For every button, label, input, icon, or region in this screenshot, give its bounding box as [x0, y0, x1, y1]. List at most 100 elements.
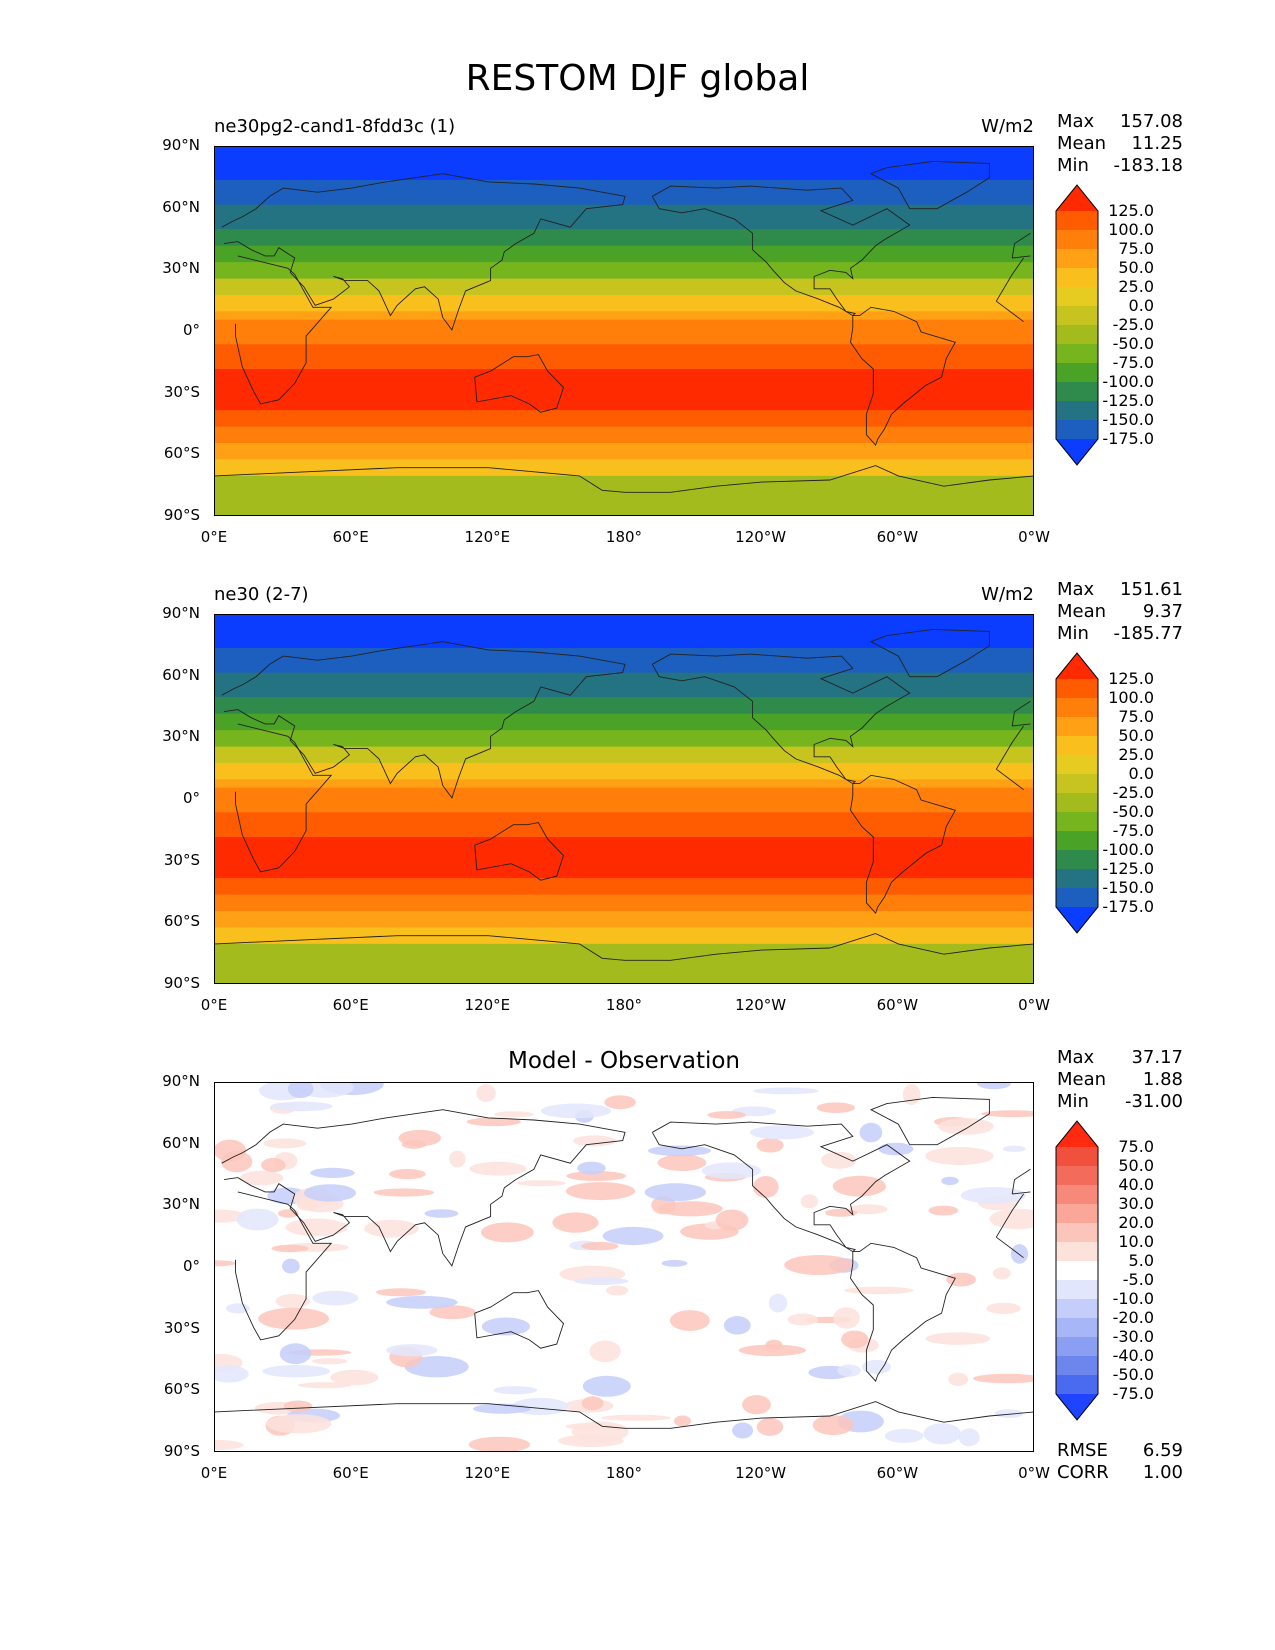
- colorbar-segment: [1056, 1375, 1098, 1395]
- lat-band: [215, 689, 1033, 698]
- colorbar-segment: [1056, 793, 1098, 813]
- positive-anomaly: [285, 1218, 348, 1237]
- lat-band: [215, 647, 1033, 657]
- panel-title: ne30 (2-7): [214, 584, 309, 605]
- y-tick-label: 30°N: [162, 1195, 200, 1214]
- negative-anomaly: [923, 1423, 961, 1445]
- positive-anomaly: [311, 1358, 348, 1365]
- positive-anomaly: [986, 1302, 1021, 1315]
- negative-anomaly: [749, 1125, 814, 1140]
- colorbar-tick-label: 0.0: [1128, 764, 1154, 783]
- colorbar-tick-label: 25.0: [1118, 277, 1154, 296]
- colorbar-tick-label: -50.0: [1112, 802, 1154, 821]
- positive-anomaly: [375, 1288, 426, 1297]
- colorbar-segment: [1056, 420, 1098, 440]
- negative-anomaly: [960, 1187, 1027, 1204]
- map-background: [215, 1083, 1033, 1451]
- colorbar-tick-label: -175.0: [1102, 897, 1154, 916]
- colorbar-segment: [1056, 869, 1098, 889]
- lat-band: [215, 935, 1033, 945]
- positive-anomaly: [261, 1158, 286, 1173]
- x-tick-label: 60°W: [876, 996, 919, 1014]
- max-label: Max: [1057, 1047, 1095, 1068]
- negative-anomaly: [481, 1317, 530, 1336]
- positive-anomaly: [715, 1209, 749, 1231]
- x-tick-label: 0°W: [1018, 1464, 1050, 1482]
- colorbar-segment: [1056, 698, 1098, 718]
- colorbar-segment: [1056, 1242, 1098, 1262]
- positive-anomaly: [449, 1150, 466, 1168]
- lat-band: [215, 508, 1033, 515]
- colorbar-tick-label: 20.0: [1118, 1213, 1154, 1232]
- coastline: [850, 306, 956, 446]
- negative-anomaly: [577, 1161, 606, 1175]
- lat-band: [215, 911, 1033, 920]
- max-value: 157.08: [1120, 111, 1183, 132]
- panel-title: Model - Observation: [507, 1048, 741, 1074]
- colorbar-tick-label: 40.0: [1118, 1175, 1154, 1194]
- lat-band: [215, 754, 1033, 764]
- colorbar-segment: [1056, 831, 1098, 851]
- colorbar-extend-max: [1056, 1121, 1098, 1147]
- colorbar-segment: [1056, 1147, 1098, 1167]
- positive-anomaly: [938, 1118, 994, 1135]
- lat-band: [215, 500, 1033, 510]
- colorbar-extend-min: [1056, 1394, 1098, 1420]
- colorbar-tick-label: -150.0: [1102, 410, 1154, 429]
- lat-band: [215, 828, 1033, 838]
- colorbar-segment: [1056, 306, 1098, 326]
- positive-anomaly: [552, 1212, 599, 1233]
- negative-anomaly: [215, 1365, 249, 1383]
- colorbar-tick-label: -100.0: [1102, 372, 1154, 391]
- mean-label: Mean: [1057, 133, 1107, 154]
- coastline: [651, 653, 911, 785]
- x-tick-label: 120°W: [735, 996, 787, 1014]
- colorbar-tick-label: -40.0: [1112, 1346, 1154, 1365]
- lat-band: [215, 705, 1033, 715]
- lat-band: [215, 303, 1033, 312]
- positive-anomaly: [581, 1396, 604, 1411]
- colorbar-tick-label: -75.0: [1112, 353, 1154, 372]
- error-stats: RMSE 6.59 CORR 1.00: [1057, 1440, 1183, 1484]
- positive-anomaly: [841, 1330, 869, 1349]
- negative-anomaly: [859, 1122, 883, 1143]
- negative-anomaly: [768, 1293, 788, 1313]
- colorbar-tick-label: 5.0: [1128, 1251, 1154, 1270]
- lat-band: [215, 795, 1033, 805]
- colorbar-extend-max: [1056, 185, 1098, 211]
- negative-anomaly: [753, 1087, 819, 1095]
- y-tick-label: 0°: [182, 789, 200, 807]
- positive-anomaly: [605, 1285, 629, 1296]
- units-label: W/m2: [981, 116, 1034, 137]
- positive-anomaly: [973, 1373, 1033, 1384]
- lat-band: [215, 804, 1033, 813]
- lat-band: [215, 853, 1033, 863]
- positive-anomaly: [604, 1095, 636, 1110]
- corr-value: 1.00: [1142, 1462, 1183, 1483]
- colorbar-tick-label: 10.0: [1118, 1232, 1154, 1251]
- lat-band: [215, 426, 1033, 436]
- positive-anomaly: [330, 1369, 379, 1386]
- colorbar-segment: [1056, 888, 1098, 908]
- colorbar-segment: [1056, 1166, 1098, 1186]
- lat-band: [215, 286, 1033, 296]
- positive-anomaly: [589, 1340, 621, 1363]
- positive-anomaly: [271, 1244, 309, 1253]
- lat-band: [215, 968, 1033, 978]
- lat-band: [215, 623, 1033, 632]
- x-tick-label: 60°E: [332, 996, 369, 1014]
- lat-band: [215, 492, 1033, 502]
- lat-band: [215, 171, 1033, 181]
- units-label: W/m2: [981, 584, 1034, 605]
- lat-band: [215, 680, 1033, 690]
- colorbar-tick-label: 100.0: [1108, 220, 1154, 239]
- lat-band: [215, 771, 1033, 780]
- colorbar-segment: [1056, 774, 1098, 794]
- lat-band: [215, 639, 1033, 649]
- y-tick-label: 90°N: [162, 1072, 200, 1090]
- map-plot: [214, 146, 1034, 516]
- lat-band: [215, 229, 1033, 238]
- x-tick-label: 120°E: [464, 1464, 511, 1482]
- negative-anomaly: [310, 1167, 355, 1178]
- positive-anomaly: [946, 1272, 976, 1287]
